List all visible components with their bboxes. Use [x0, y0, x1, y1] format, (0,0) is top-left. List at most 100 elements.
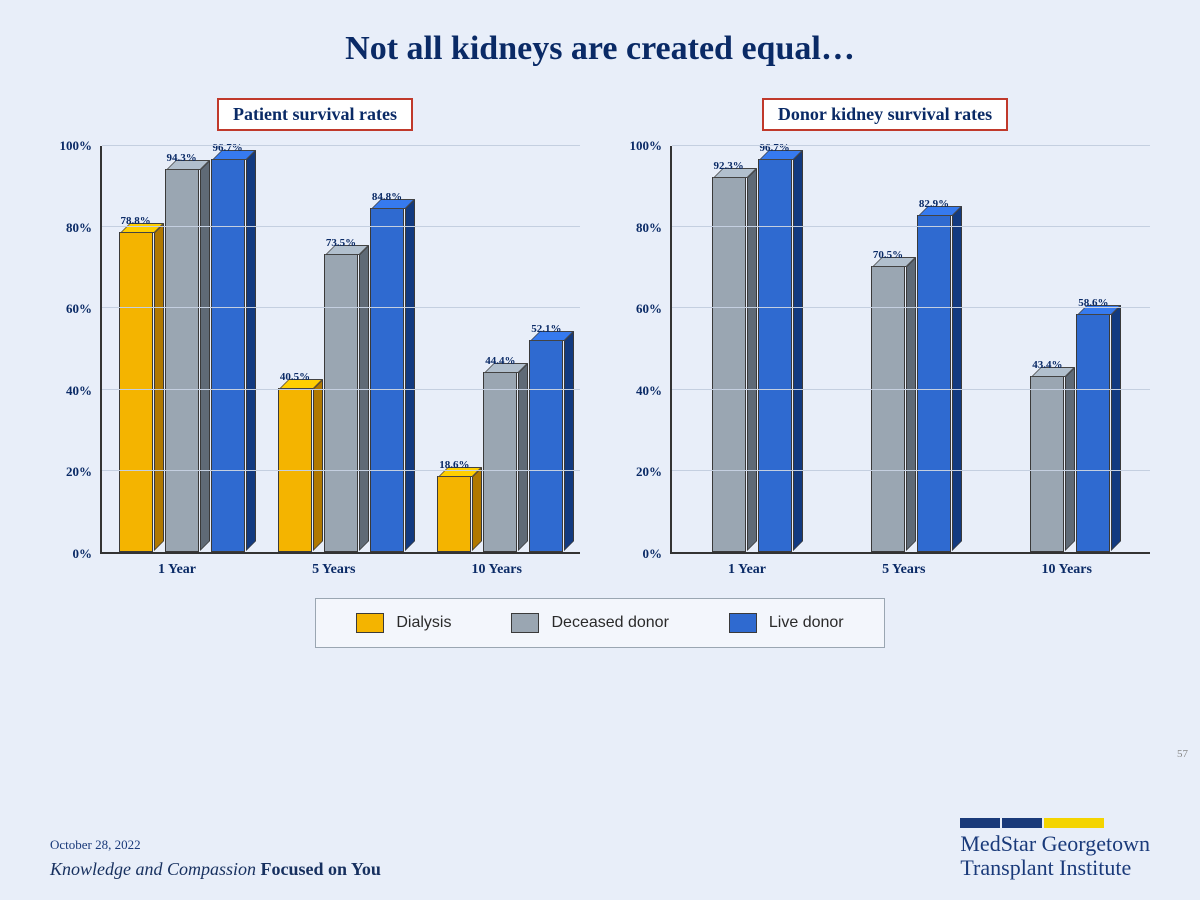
y-tick: 80% [66, 220, 92, 236]
bar-deceased: 92.3% [707, 146, 751, 552]
bar-live: 84.8% [365, 146, 409, 552]
y-tick: 80% [636, 220, 662, 236]
tagline-prefix: Knowledge and Compassion [50, 859, 261, 879]
bar-front: 73.5% [324, 254, 358, 552]
bar-value-label: 94.3% [167, 152, 197, 164]
y-tick: 20% [636, 464, 662, 480]
bar-value-label: 40.5% [280, 371, 310, 383]
slide-title: Not all kidneys are created equal… [50, 30, 1150, 68]
bar-live: 96.7% [753, 146, 797, 552]
y-axis-left: 0%20%40%60%80%100% [50, 146, 100, 554]
x-category-label: 10 Years [1042, 562, 1092, 578]
charts-row: Patient survival rates 0%20%40%60%80%100… [50, 98, 1150, 578]
gridline [102, 145, 580, 146]
bar-front: 96.7% [758, 159, 792, 552]
y-tick: 100% [630, 138, 663, 154]
bar-front: 78.8% [119, 232, 153, 552]
bar-side-face [1111, 305, 1121, 551]
gridline [102, 389, 580, 390]
org-line2: Transplant Institute [960, 855, 1131, 880]
bar-value-label: 82.9% [919, 198, 949, 210]
legend-swatch-icon [356, 613, 384, 633]
bar-value-label: 52.1% [531, 323, 561, 335]
legend-item-live: Live donor [729, 613, 844, 633]
legend-item-deceased: Deceased donor [511, 613, 668, 633]
bar-deceased: 44.4% [478, 146, 522, 552]
bar-side-face [793, 150, 803, 551]
org-logo-bar [1044, 818, 1104, 828]
org-block: MedStar Georgetown Transplant Institute [960, 818, 1150, 880]
org-name: MedStar Georgetown Transplant Institute [960, 832, 1150, 880]
footer-date: October 28, 2022 [50, 837, 381, 853]
gridline [672, 226, 1150, 227]
y-tick: 100% [60, 138, 93, 154]
y-tick: 60% [636, 301, 662, 317]
y-axis-right: 0%20%40%60%80%100% [620, 146, 670, 554]
gridline [102, 307, 580, 308]
y-tick: 20% [66, 464, 92, 480]
bar-front: 70.5% [871, 266, 905, 552]
gridline [102, 226, 580, 227]
bar-deceased: 73.5% [319, 146, 363, 552]
bar-groups-right: 92.3%96.7%70.5%82.9%43.4%58.6% [672, 146, 1150, 552]
legend-label: Live donor [769, 614, 844, 632]
bar-deceased: 43.4% [1025, 146, 1069, 552]
x-labels-left: 1 Year5 Years10 Years [100, 562, 580, 578]
bar-side-face [405, 199, 415, 551]
gridline [672, 307, 1150, 308]
chart-donor-survival: Donor kidney survival rates 0%20%40%60%8… [620, 98, 1150, 578]
bar-value-label: 92.3% [714, 160, 744, 172]
bar-side-face [246, 150, 256, 551]
bar-dialysis: 40.5% [273, 146, 317, 552]
org-logo-icon [960, 818, 1150, 828]
y-tick: 0% [73, 546, 93, 562]
footer-tagline: Knowledge and Compassion Focused on You [50, 859, 381, 880]
legend-label: Deceased donor [551, 614, 668, 632]
x-category-label: 5 Years [882, 562, 925, 578]
legend-item-dialysis: Dialysis [356, 613, 451, 633]
org-line1: MedStar Georgetown [960, 831, 1150, 856]
gridline [672, 470, 1150, 471]
gridline [102, 470, 580, 471]
footer-left: October 28, 2022 Knowledge and Compassio… [50, 837, 381, 880]
chart-patient-survival: Patient survival rates 0%20%40%60%80%100… [50, 98, 580, 578]
bar-value-label: 43.4% [1032, 359, 1062, 371]
bar-live: 52.1% [524, 146, 568, 552]
plot-right: 92.3%96.7%70.5%82.9%43.4%58.6% [670, 146, 1150, 554]
chart-area-left: 0%20%40%60%80%100% 78.8%94.3%96.7%40.5%7… [50, 146, 580, 554]
chart-area-right: 0%20%40%60%80%100% 92.3%96.7%70.5%82.9%4… [620, 146, 1150, 554]
org-logo-bar [1002, 818, 1042, 828]
x-labels-right: 1 Year5 Years10 Years [670, 562, 1150, 578]
bar-value-label: 70.5% [873, 249, 903, 261]
legend-swatch-icon [729, 613, 757, 633]
y-tick: 40% [66, 383, 92, 399]
slide: Not all kidneys are created equal… Patie… [0, 0, 1200, 900]
bar-front: 96.7% [211, 159, 245, 552]
y-tick: 60% [66, 301, 92, 317]
bar-group: 40.5% 73.5% 84.8% [273, 146, 409, 552]
footer: October 28, 2022 Knowledge and Compassio… [50, 818, 1150, 880]
org-logo-bar [960, 818, 1000, 828]
bar-deceased: 70.5% [866, 146, 910, 552]
bar-value-label: 84.8% [372, 191, 402, 203]
legend: Dialysis Deceased donor Live donor [315, 598, 884, 648]
x-category-label: 10 Years [472, 562, 522, 578]
bar-group: 43.4%58.6% [1025, 146, 1115, 552]
y-tick: 40% [636, 383, 662, 399]
tagline-bold: Focused on You [261, 859, 381, 879]
x-category-label: 1 Year [158, 562, 196, 578]
bar-side-face [564, 331, 574, 551]
bar-value-label: 73.5% [326, 237, 356, 249]
bar-group: 78.8% 94.3% 96.7% [114, 146, 250, 552]
slide-number: 57 [1177, 748, 1188, 760]
plot-left: 78.8%94.3%96.7%40.5%73.5%84.8%18.6%44.4%… [100, 146, 580, 554]
gridline [672, 389, 1150, 390]
bar-group: 92.3% 96.7% [707, 146, 797, 552]
bar-groups-left: 78.8%94.3%96.7%40.5%73.5%84.8%18.6%44.4%… [102, 146, 580, 552]
bar-front: 52.1% [529, 340, 563, 552]
bar-front: 43.4% [1030, 376, 1064, 552]
gridline [672, 145, 1150, 146]
bar-live: 58.6% [1071, 146, 1115, 552]
bar-deceased: 94.3% [160, 146, 204, 552]
legend-swatch-icon [511, 613, 539, 633]
